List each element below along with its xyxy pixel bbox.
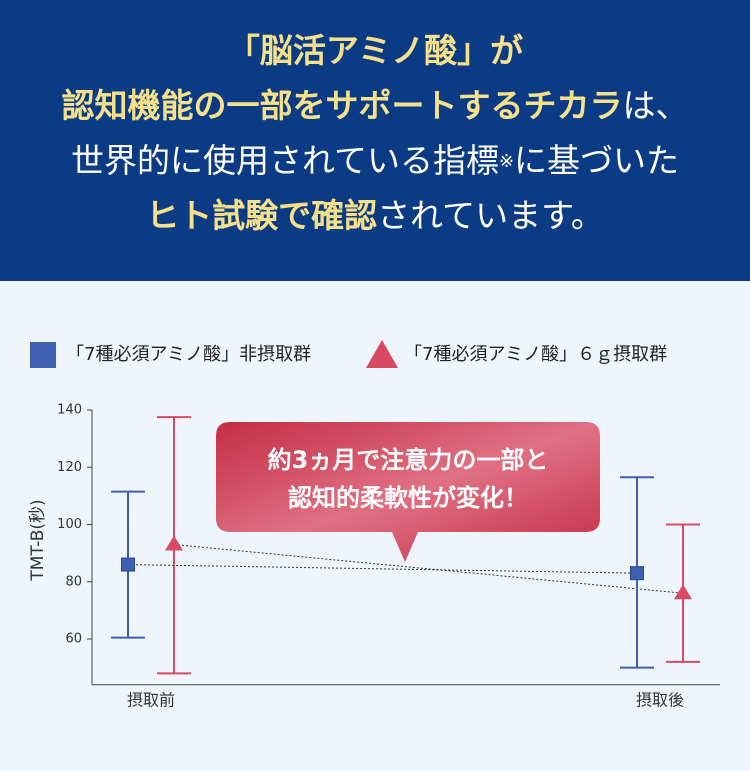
callout-text: 約3ヵ月で注意力の一部と [268,446,549,474]
header-line: 認知機能の一部をサポートするチカラは、 [62,86,689,125]
header-line: 世界的に使用されている指標※に基づいた [71,141,679,180]
trend-line [173,544,684,594]
header-bg [0,0,750,281]
header-text: 世界的に使用されている指標 [71,141,499,180]
callout-text: 認知的柔軟性が変化！ [288,484,528,512]
header-text: は、 [623,86,689,125]
point [165,535,183,551]
header-text: 認知機能の一部をサポートするチカラ [62,86,623,125]
header-text: されています。 [377,196,604,235]
header-text: に基づいた [514,141,679,180]
y-tick-label: 60 [65,632,82,647]
header-line: ヒト試験で確認されています。 [146,196,604,235]
x-tick-label: 摂取前 [127,691,175,710]
legend-label: 「7種必須アミノ酸」非摂取群 [66,344,311,365]
y-tick-label: 100 [57,517,82,532]
point [630,566,644,581]
chart: 60 80 100 120 140 TMT-B(秒) 摂取前 摂取後 「7種必須アミノ酸」非摂取… [28,340,720,710]
header-text: 「脳活アミノ酸」が [227,31,523,70]
legend-marker [30,342,56,368]
callout [216,422,600,562]
y-axis-label: TMT-B(秒) [28,499,48,581]
y-tick-label: 80 [65,574,82,589]
header-text: ※ [499,151,514,172]
legend-label: 「7種必須アミノ酸」６ｇ摂取群 [404,344,667,365]
header-line: 「脳活アミノ酸」が [227,31,523,70]
y-tick-label: 120 [57,460,82,475]
header: 「脳活アミノ酸」が認知機能の一部をサポートするチカラは、世界的に使用されている指… [62,31,689,235]
x-tick-label: 摂取後 [636,691,684,710]
trend-line [127,564,638,574]
header-text: ヒト試験で確認 [146,196,377,235]
legend-marker [366,340,398,368]
y-tick-label: 140 [57,403,82,418]
point [674,584,692,600]
point [121,557,135,572]
